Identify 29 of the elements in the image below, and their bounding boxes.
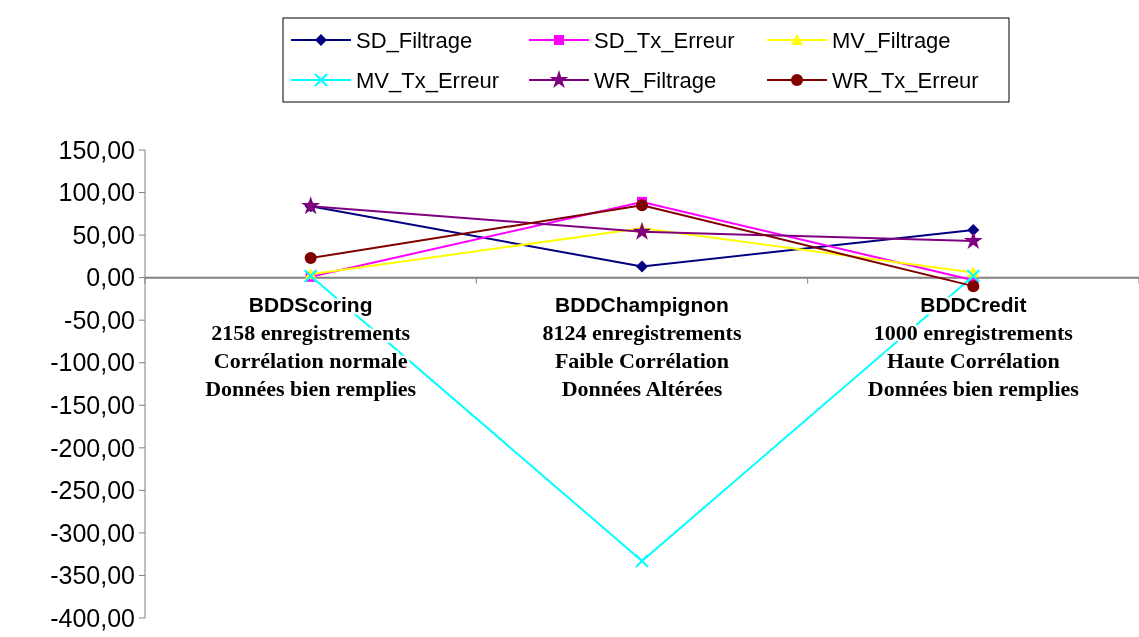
- y-tick-label: -300,00: [50, 518, 135, 547]
- y-tick-label: -200,00: [50, 433, 135, 462]
- y-tick-label: -50,00: [64, 305, 135, 334]
- y-tick-label: -100,00: [50, 348, 135, 377]
- y-tick-label: 50,00: [72, 220, 135, 249]
- point: [635, 553, 649, 568]
- y-tick-label: -350,00: [50, 561, 135, 590]
- point: [967, 280, 980, 293]
- legend-label: SD_Tx_Erreur: [594, 27, 735, 53]
- point: [963, 231, 983, 250]
- point: [967, 223, 980, 236]
- point: [632, 221, 652, 240]
- legend-label: WR_Filtrage: [594, 67, 717, 93]
- y-tick-label: 150,00: [58, 135, 135, 164]
- legend-label: SD_Filtrage: [356, 27, 473, 53]
- y-tick-label: -400,00: [50, 603, 135, 632]
- point: [636, 260, 648, 273]
- point: [966, 268, 981, 283]
- legend-label: MV_Filtrage: [832, 27, 951, 53]
- legend-label: MV_Tx_Erreur: [356, 67, 500, 93]
- point: [304, 252, 317, 265]
- y-tick-label: -250,00: [50, 476, 135, 505]
- y-tick-label: 100,00: [58, 178, 135, 207]
- point: [636, 199, 648, 212]
- legend-label: WR_Tx_Erreur: [832, 67, 979, 93]
- y-tick-label: 0,00: [86, 263, 135, 292]
- x-tick-label: BDDChampignon 8124 enregistrements Faible Corrélation Données Altérées: [542, 292, 742, 401]
- point: [301, 196, 321, 215]
- y-tick-label: -150,00: [50, 391, 135, 420]
